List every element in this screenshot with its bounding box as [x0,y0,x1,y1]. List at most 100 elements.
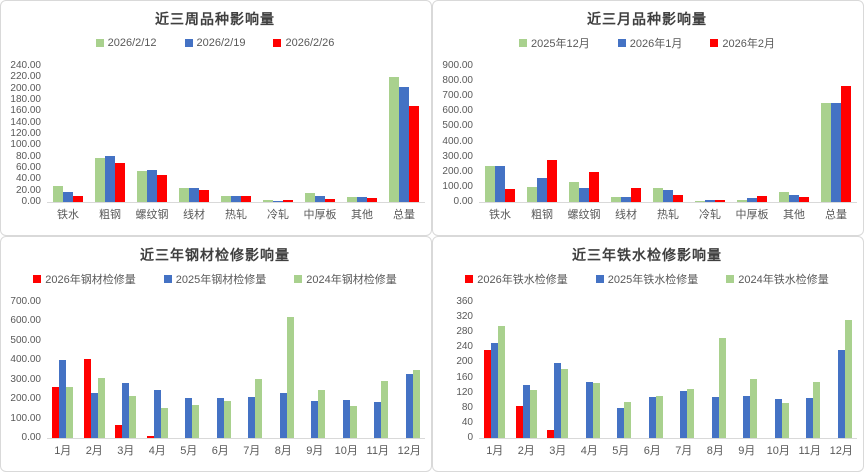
y-axis-tick-label: 200 [456,356,473,368]
bar-group [89,66,131,202]
y-axis-tick-label: 700.00 [442,90,473,102]
bar [115,163,125,202]
chart-title: 近三年铁水检修影响量 [572,247,722,263]
bar [484,350,492,438]
x-axis-category-label: 12月 [397,445,421,457]
y-axis-tick-label: 100.00 [442,180,473,192]
bar [561,369,569,438]
y-axis-tick-label: 100.00 [10,412,41,424]
bars-area [479,302,857,439]
plot-body: 铁水 粗钢 螺纹钢 线材 热轧 冷轧 中厚板 其他 总量 [479,66,857,222]
x-axis-category-label: 粗钢 [531,209,553,221]
y-axis-tick-label: 40.00 [15,173,41,185]
bar [53,186,63,202]
x-axis-labels: 铁水 粗钢 螺纹钢 线材 热轧 冷轧 中厚板 其他 总量 [479,206,857,222]
bar-group [47,66,89,202]
bar [831,103,841,202]
bar [273,201,283,202]
x-axis-category-label: 螺纹钢 [135,209,169,221]
y-axis-tick-label: 900.00 [442,60,473,71]
y-axis-tick-label: 280 [456,326,473,338]
bar [73,196,83,202]
bar [52,387,60,438]
y-axis-tick-label: 300.00 [10,373,41,385]
x-axis-category-label: 铁水 [57,209,79,221]
bar [680,391,688,438]
bar [105,156,115,202]
bar-group [205,302,237,438]
bar [844,320,852,438]
bar-group [236,302,268,438]
y-axis-tick-label: 20.00 [15,184,41,196]
bar-group [647,66,689,202]
plot-body: 铁水 粗钢 螺纹钢 线材 热轧 冷轧 中厚板 其他 总量 [47,66,425,222]
y-axis-tick-label: 200.00 [442,165,473,177]
x-axis-category-label: 8月 [274,445,292,457]
bar-group [521,66,563,202]
bar-group [394,302,426,438]
bar [283,200,293,202]
x-axis-category-label: 10月 [334,445,358,457]
bar [248,397,256,438]
x-axis-category-label: 螺纹钢 [567,209,601,221]
bar [592,383,600,438]
y-axis-tick-label: 200.00 [10,393,41,405]
bar [399,87,409,202]
bar-group [826,302,858,438]
x-axis-category-label: 总量 [393,209,415,221]
bar [743,396,751,438]
plot-area: 0.00 20.00 40.00 60.00 80.00 100.00 120.00 140.… [5,61,425,222]
legend-item: 2025年钢材检修量 [163,271,266,287]
y-axis-tick-label: 240.00 [10,60,41,71]
plot-body: 1月 2月 3月 4月 5月 6月 7月 8月 9月 10月 11月 12月 [47,302,425,458]
bar-group [689,66,731,202]
bar-group [479,302,511,438]
bar-group [773,66,815,202]
bar-group [257,66,299,202]
legend-swatch [617,39,626,47]
x-axis-category-label: 中厚板 [735,209,769,221]
legend-item: 2026年2月 [710,35,775,51]
x-axis-category-label: 8月 [706,445,724,457]
legend-swatch [33,275,42,283]
bar [718,338,726,438]
bar [711,397,719,438]
y-axis-tick-label: 100.00 [10,139,41,151]
bar-group [362,302,394,438]
chart-panel-ironwater-maintenance: 近三年铁水检修影响量 2026年铁水检修量 2025年铁水检修量 2024年铁水检修… [432,236,864,472]
bar [774,399,782,438]
bar [673,195,683,202]
bar-group [110,302,142,438]
legend-swatch [95,39,104,47]
bar [799,197,809,202]
legend-item: 2026/2/19 [184,37,245,49]
bar [579,188,589,202]
y-axis: 0.00 20.00 40.00 60.00 80.00 100.00 120.00 140.… [5,61,45,207]
y-axis-tick-label: 40 [461,416,473,428]
bar [318,390,326,438]
x-axis-category-label: 3月 [549,445,567,457]
legend-item: 2024年铁水检修量 [726,271,829,287]
y-axis-tick-label: 0.00 [453,196,473,207]
bar-group [763,302,795,438]
x-axis-category-label: 7月 [675,445,693,457]
bar [255,379,263,438]
bar [231,196,241,202]
bar [325,199,335,202]
bar-group [79,302,111,438]
y-axis-tick-label: 60.00 [15,162,41,173]
bar [515,406,523,438]
bar [841,86,851,202]
x-axis-category-label: 10月 [766,445,790,457]
legend-item: 2025年12月 [519,35,590,51]
bar [687,389,695,438]
legend-label: 2025年铁水检修量 [607,274,699,286]
bar [389,77,399,202]
y-axis-tick-label: 500.00 [442,120,473,132]
bar [554,363,562,438]
x-axis-category-label: 铁水 [489,209,511,221]
bar-group [142,302,174,438]
legend-label: 2024年铁水检修量 [738,274,829,286]
legend-swatch [465,275,474,283]
